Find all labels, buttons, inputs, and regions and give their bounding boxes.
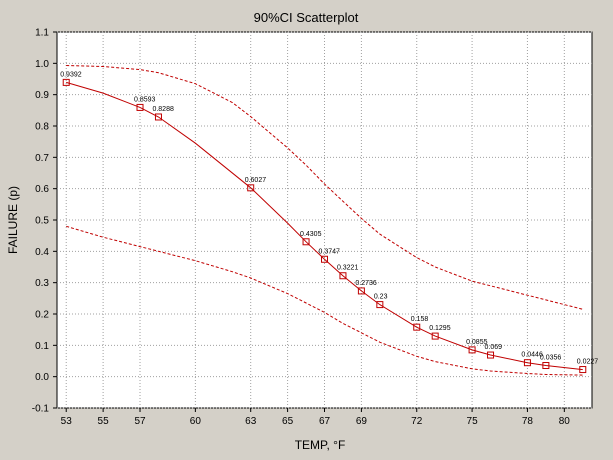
x-axis-label: TEMP, °F bbox=[295, 438, 346, 452]
data-point bbox=[302, 238, 310, 246]
x-tick-label: 75 bbox=[467, 416, 479, 427]
y-tick-label: 0.9 bbox=[35, 90, 49, 101]
x-tick-label: 55 bbox=[98, 416, 110, 427]
data-point bbox=[487, 351, 495, 359]
data-label: 0.8288 bbox=[152, 106, 174, 113]
y-tick-label: 0.2 bbox=[35, 310, 49, 321]
data-label: 0.0356 bbox=[540, 355, 562, 362]
data-point bbox=[431, 332, 439, 340]
confidence-bands bbox=[66, 65, 583, 376]
data-point bbox=[62, 78, 70, 86]
data-label: 0.2736 bbox=[355, 280, 377, 287]
y-tick-label: 0.8 bbox=[35, 122, 49, 133]
data-label: 0.4305 bbox=[300, 231, 322, 238]
axis-ticks: 53 55 57 60 63 65 67 69 72 75 78 80 -0.1 0.0 0.1 0.2 0.3… bbox=[32, 28, 571, 428]
upper-ci-line bbox=[66, 65, 583, 310]
data-label: 0.069 bbox=[485, 344, 503, 351]
data-label: 0.23 bbox=[374, 294, 388, 301]
data-point bbox=[468, 346, 476, 354]
data-point bbox=[579, 366, 587, 374]
y-tick-label: 0.3 bbox=[35, 278, 49, 289]
x-tick-label: 63 bbox=[245, 416, 257, 427]
fitted-line bbox=[66, 81, 583, 371]
y-tick-label: 0.6 bbox=[35, 184, 49, 195]
y-tick-label: 1.0 bbox=[35, 59, 49, 70]
data-point bbox=[136, 103, 144, 111]
x-tick-label: 57 bbox=[134, 416, 146, 427]
data-label: 0.0855 bbox=[466, 339, 488, 346]
x-tick-label: 69 bbox=[356, 416, 368, 427]
data-point bbox=[247, 184, 255, 192]
x-tick-label: 78 bbox=[522, 416, 534, 427]
data-point bbox=[376, 301, 384, 309]
data-label: 0.9392 bbox=[60, 71, 82, 78]
data-label: 0.0446 bbox=[521, 352, 543, 359]
y-tick-label: 0.7 bbox=[35, 153, 49, 164]
x-tick-label: 80 bbox=[559, 416, 571, 427]
data-point bbox=[339, 272, 347, 280]
y-tick-label: 0.1 bbox=[35, 341, 49, 352]
data-point bbox=[413, 323, 421, 331]
data-point bbox=[321, 255, 328, 263]
x-tick-label: 60 bbox=[190, 416, 202, 427]
data-label: 0.1295 bbox=[429, 325, 451, 332]
x-tick-label: 72 bbox=[411, 416, 423, 427]
x-tick-label: 53 bbox=[61, 416, 73, 427]
data-points: 0.9392 0.8593 0.8288 0.6027 0.4305 0.3747 0.32… bbox=[60, 71, 599, 374]
x-tick-label: 65 bbox=[282, 416, 294, 427]
data-label: 0.158 bbox=[411, 316, 429, 323]
y-tick-label: 0.0 bbox=[35, 372, 49, 383]
fit-curve bbox=[66, 81, 583, 371]
y-tick-label: 1.1 bbox=[35, 28, 49, 39]
data-label: 0.8593 bbox=[134, 96, 156, 103]
y-tick-label: -0.1 bbox=[32, 404, 50, 415]
data-point bbox=[357, 287, 365, 295]
data-label: 0.6027 bbox=[245, 177, 267, 184]
y-tick-label: 0.5 bbox=[35, 216, 49, 227]
data-point bbox=[542, 362, 550, 370]
data-point bbox=[154, 113, 162, 121]
data-label: 0.3221 bbox=[337, 265, 359, 272]
data-label: 0.3747 bbox=[319, 248, 341, 255]
chart-title: 90%CI Scatterplot bbox=[254, 10, 359, 25]
y-tick-label: 0.4 bbox=[35, 247, 49, 258]
y-axis-label: FAILURE (p) bbox=[6, 186, 20, 254]
x-tick-label: 67 bbox=[319, 416, 331, 427]
data-label: 0.0227 bbox=[577, 359, 599, 366]
data-point bbox=[523, 359, 531, 367]
lower-ci-line bbox=[66, 225, 583, 376]
